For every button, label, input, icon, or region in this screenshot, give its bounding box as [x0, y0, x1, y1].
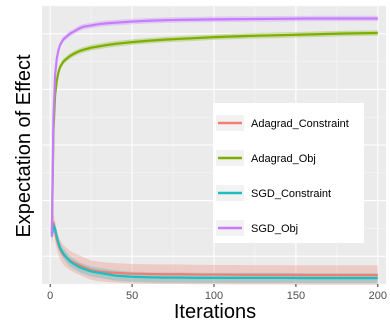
y-axis-label: Expectation of Effect — [13, 54, 35, 238]
x-tick-label: 100 — [205, 290, 223, 302]
legend: Adagrad_Constraint Adagrad_Obj SGD_Constra… — [213, 103, 364, 243]
x-tick-label: 50 — [126, 290, 138, 302]
legend-label-SGD_Obj: SGD_Obj — [251, 223, 298, 235]
x-tick-label: 150 — [287, 290, 305, 302]
series-line-SGD_Obj — [50, 17, 378, 237]
x-axis-label: Iterations — [174, 301, 256, 323]
series-lines — [50, 17, 378, 280]
series-band-Adagrad_Constraint — [51, 213, 378, 285]
confidence-bands — [51, 15, 378, 285]
series-line-Adagrad_Obj — [50, 31, 378, 234]
legend-label-Adagrad_Obj: Adagrad_Obj — [251, 153, 316, 165]
x-tick-label: 200 — [369, 290, 387, 302]
x-axis-ticks: 0 50 100 150 200 — [47, 284, 387, 302]
x-tick-label: 0 — [47, 290, 53, 302]
legend-label-SGD_Constraint: SGD_Constraint — [251, 188, 331, 200]
series-line-SGD_Constraint — [50, 224, 378, 280]
series-band-SGD_Constraint — [51, 220, 378, 284]
series-band-Adagrad_Obj — [51, 30, 378, 237]
legend-label-Adagrad_Constraint: Adagrad_Constraint — [251, 118, 349, 130]
